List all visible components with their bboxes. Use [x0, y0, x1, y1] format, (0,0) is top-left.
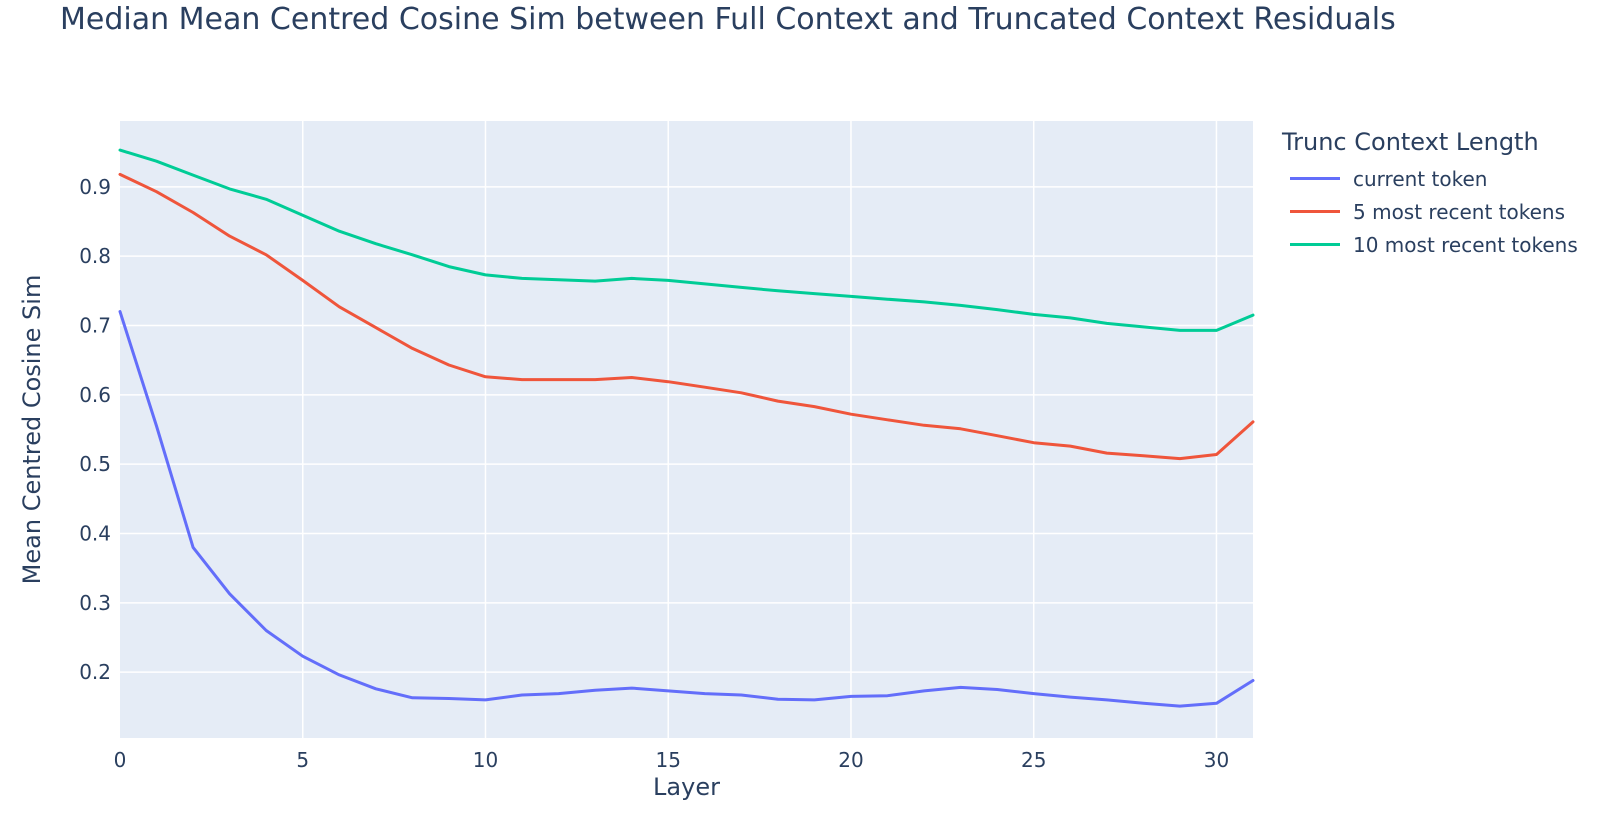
x-tick-label: 20 [838, 748, 863, 772]
y-tick-label: 0.3 [79, 591, 111, 615]
y-axis-label: Mean Centred Cosine Sim [18, 275, 46, 585]
x-tick-label: 5 [296, 748, 309, 772]
legend-item-current-token[interactable]: current token [1282, 162, 1578, 195]
x-tick-label: 10 [473, 748, 498, 772]
y-tick-label: 0.5 [79, 452, 111, 476]
y-tick-label: 0.9 [79, 175, 111, 199]
y-tick-label: 0.2 [79, 660, 111, 684]
series-line-current-token [118, 310, 1255, 708]
legend-label: current token [1353, 166, 1488, 191]
x-tick-label: 25 [1021, 748, 1046, 772]
legend: Trunc Context Length current token 5 mos… [1282, 128, 1578, 261]
y-tick-label: 0.7 [79, 314, 111, 338]
tick-layer: 0 5 10 15 20 25 30 0.2 0.3 0.4 0.5 0.6 0.7 0.8 0.9 [79, 175, 1229, 772]
x-tick-label: 30 [1204, 748, 1229, 772]
legend-item-5-most-recent-tokens[interactable]: 5 most recent tokens [1282, 195, 1578, 228]
y-tick-label: 0.8 [79, 244, 111, 268]
legend-label: 10 most recent tokens [1353, 232, 1578, 257]
series-line-5-most-recent-tokens [118, 172, 1255, 461]
series-layer [118, 148, 1255, 708]
series-line-10-most-recent-tokens [118, 148, 1255, 332]
y-tick-label: 0.6 [79, 383, 111, 407]
legend-item-10-most-recent-tokens[interactable]: 10 most recent tokens [1282, 228, 1578, 261]
legend-swatch [1290, 177, 1340, 180]
chart-title: Median Mean Centred Cosine Sim between F… [60, 2, 1396, 37]
legend-swatch [1290, 243, 1340, 246]
x-tick-label: 0 [114, 748, 127, 772]
legend-label: 5 most recent tokens [1353, 199, 1566, 224]
grid-layer [120, 121, 1253, 738]
plot-background [120, 121, 1253, 738]
x-tick-label: 15 [655, 748, 680, 772]
x-axis-label: Layer [653, 773, 720, 801]
y-tick-label: 0.4 [79, 521, 111, 545]
legend-swatch [1290, 210, 1340, 213]
legend-title: Trunc Context Length [1282, 128, 1539, 156]
